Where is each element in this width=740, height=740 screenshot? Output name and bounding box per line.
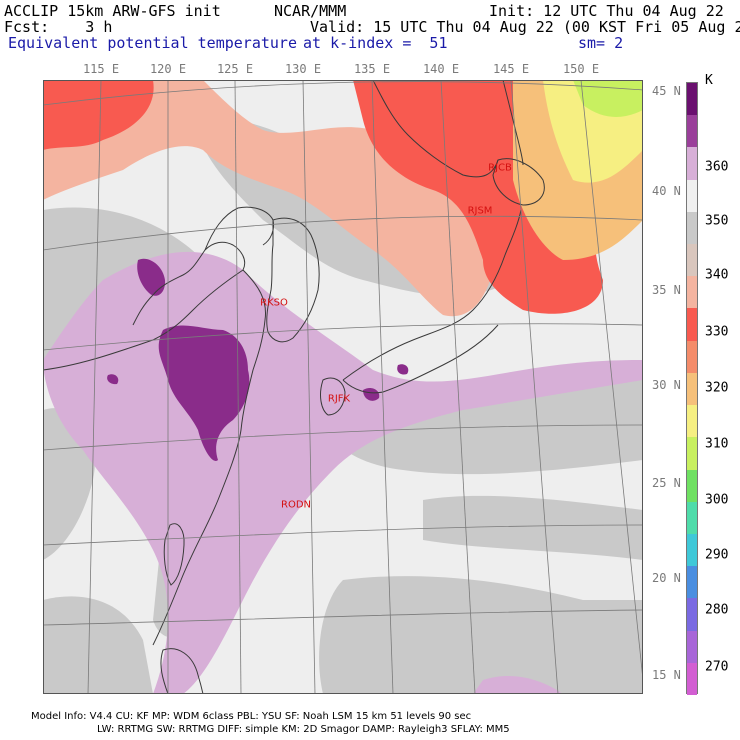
colorbar-segment [687,276,697,309]
colorbar-label-320: 320 [705,380,729,396]
colorbar-segment [687,405,697,438]
colorbar-segment [687,340,697,374]
station-rjsm: RJSM [467,205,493,217]
lon-label-120: 120 E [149,62,187,76]
lat-label-25: 25 N [652,476,681,490]
colorbar-segment [687,566,697,599]
station-rodn: RODN [281,499,311,511]
colorbar-segment [687,147,697,181]
colorbar-segment [687,469,697,503]
field-310-320-shading [513,80,643,260]
lon-label-150: 150 E [562,62,600,76]
colorbar-label-290: 290 [705,547,729,563]
institution-label: NCAR/MMM [274,2,347,20]
lon-label-145: 145 E [492,62,530,76]
colorbar-segment [687,308,697,342]
lat-label-35: 35 N [652,283,681,297]
lon-label-115: 115 E [82,62,120,76]
station-rkso: RKSO [260,297,288,309]
init-time: Init: 12 UTC Thu 04 Aug 22 [489,2,724,20]
colorbar-label-350: 350 [705,213,729,229]
station-rjcb: RJCB [488,162,512,174]
colorbar-label-300: 300 [705,492,729,508]
colorbar-label-340: 340 [705,267,729,283]
colorbar-segment [687,598,697,632]
model-info-line2: LW: RRTMG SW: RRTMG DIFF: simple KM: 2D … [97,724,510,735]
level-index: at k-index = 51 [303,34,448,52]
colorbar-unit: K [705,73,713,88]
lon-label-140: 140 E [422,62,460,76]
colorbar-segment [687,372,697,406]
lon-label-125: 125 E [216,62,254,76]
smoothing-value: sm= 2 [578,34,624,52]
colorbar-label-330: 330 [705,324,729,340]
colorbar-label-270: 270 [705,659,729,675]
colorbar-label-360: 360 [705,159,729,175]
field-name: Equivalent potential temperature [8,34,297,52]
colorbar-label-280: 280 [705,602,729,618]
valid-time: Valid: 15 UTC Thu 04 Aug 22 (00 KST Fri … [310,18,740,36]
colorbar-segment [687,244,697,277]
theta-e-map [43,80,643,694]
lat-label-45: 45 N [652,84,681,98]
lat-label-30: 30 N [652,378,681,392]
colorbar-segment [687,437,697,471]
colorbar-segment [687,115,697,148]
colorbar-segment [687,179,697,213]
colorbar-segment [687,211,697,245]
colorbar-segment [687,533,697,567]
lon-label-135: 135 E [353,62,391,76]
station-rjfk: RJFK [327,393,351,405]
colorbar-segment [687,501,697,535]
lat-label-15: 15 N [652,668,681,682]
colorbar-segment [687,662,697,696]
colorbar-segment [687,83,697,116]
forecast-hour: Fcst: 3 h [4,18,113,36]
model-info-line1: Model Info: V4.4 CU: KF MP: WDM 6class P… [31,711,472,722]
coastlines [43,80,545,694]
model-title: ACCLIP 15km ARW-GFS init [4,2,221,20]
colorbar-label-310: 310 [705,436,729,452]
lat-label-40: 40 N [652,184,681,198]
map-frame [43,80,643,694]
lat-label-20: 20 N [652,571,681,585]
field-370-shading [107,258,409,461]
colorbar [686,82,698,696]
colorbar-segment [687,630,697,664]
lon-label-130: 130 E [284,62,322,76]
